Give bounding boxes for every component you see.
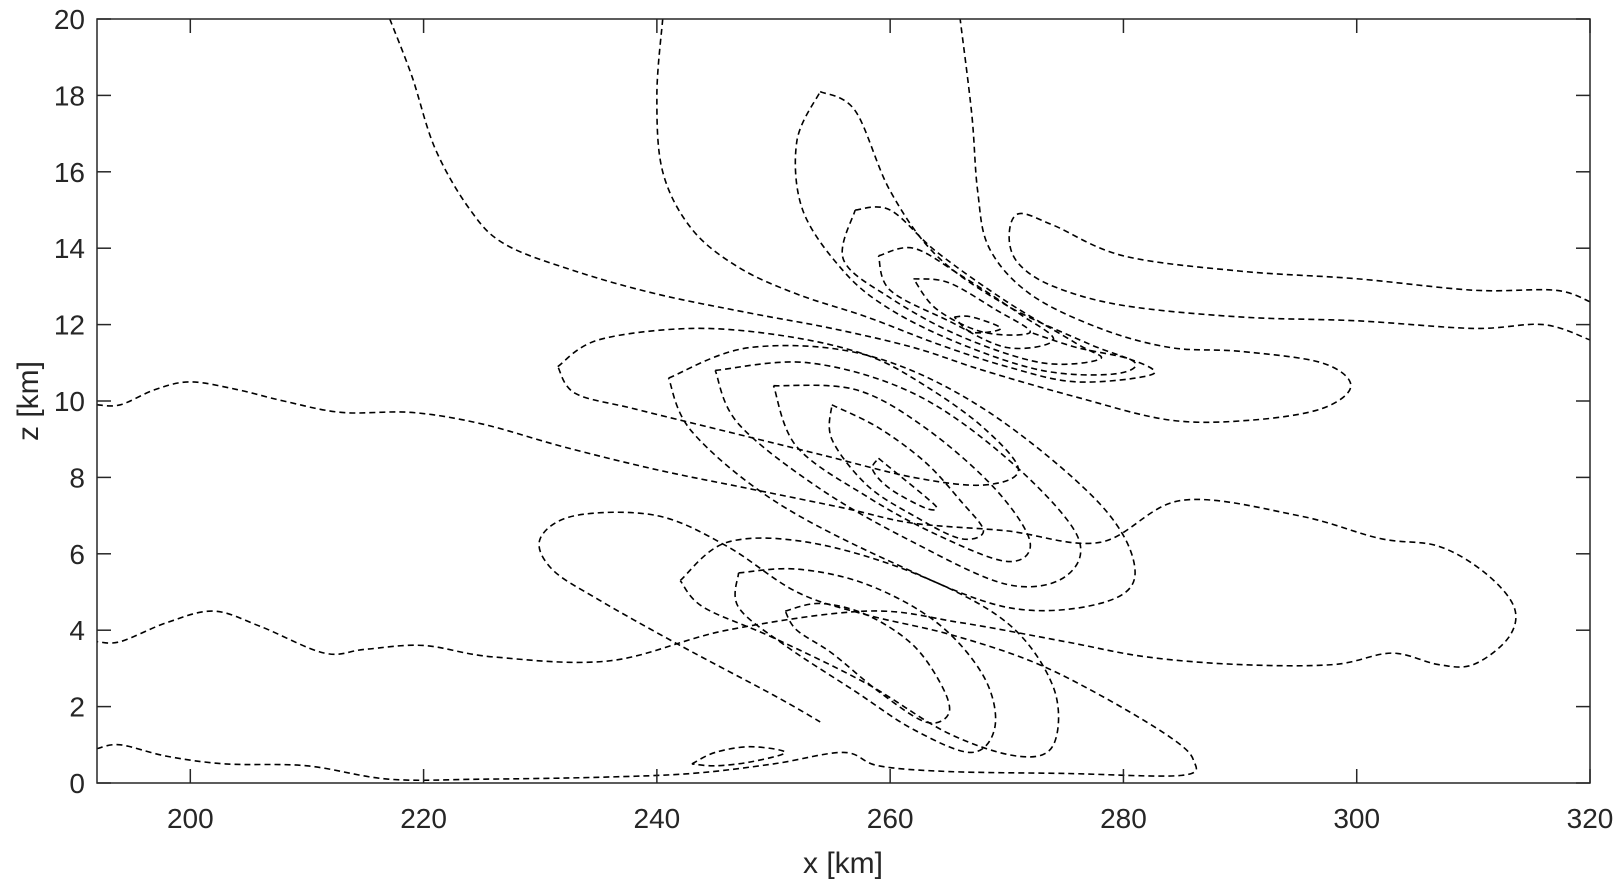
y-tick-label: 8 xyxy=(69,462,85,493)
contour-line xyxy=(784,602,951,724)
contour-line xyxy=(1008,212,1590,341)
contour-line xyxy=(953,315,1002,334)
contour-line xyxy=(97,511,1198,782)
y-tick-label: 16 xyxy=(54,157,85,188)
contour-line xyxy=(828,404,985,541)
contour-line xyxy=(691,745,786,767)
x-tick-label: 300 xyxy=(1333,803,1380,834)
y-tick-label: 10 xyxy=(54,386,85,417)
x-tick-label: 240 xyxy=(634,803,681,834)
y-tick-label: 0 xyxy=(69,768,85,799)
x-tick-label: 200 xyxy=(167,803,214,834)
x-tick-label: 280 xyxy=(1100,803,1147,834)
y-tick-label: 14 xyxy=(54,233,85,264)
contour-line xyxy=(912,277,1031,336)
contour-line xyxy=(772,384,1032,563)
y-tick-label: 6 xyxy=(69,539,85,570)
contour-line xyxy=(97,381,1517,668)
plot-frame xyxy=(96,18,1591,784)
contour-line xyxy=(714,361,1082,588)
contour-line xyxy=(871,457,938,511)
contour-line xyxy=(656,19,1156,383)
y-tick-label: 20 xyxy=(54,4,85,35)
contour-line xyxy=(877,246,1055,350)
contour-line xyxy=(679,537,1060,758)
contour-line xyxy=(389,19,1352,424)
x-tick-label: 260 xyxy=(867,803,914,834)
x-axis-label: x [km] xyxy=(803,847,883,880)
contour-line xyxy=(841,206,1103,366)
x-tick-label: 320 xyxy=(1567,803,1614,834)
contour-line xyxy=(794,90,1137,376)
x-tick-label: 220 xyxy=(400,803,447,834)
y-tick-label: 2 xyxy=(69,692,85,723)
y-tick-label: 4 xyxy=(69,615,85,646)
contour-line xyxy=(557,327,1020,487)
contour-line xyxy=(667,344,1136,612)
contour-line xyxy=(734,567,997,754)
y-axis-label: z [km] xyxy=(12,361,45,441)
y-tick-label: 18 xyxy=(54,80,85,111)
y-tick-label: 12 xyxy=(54,310,85,341)
